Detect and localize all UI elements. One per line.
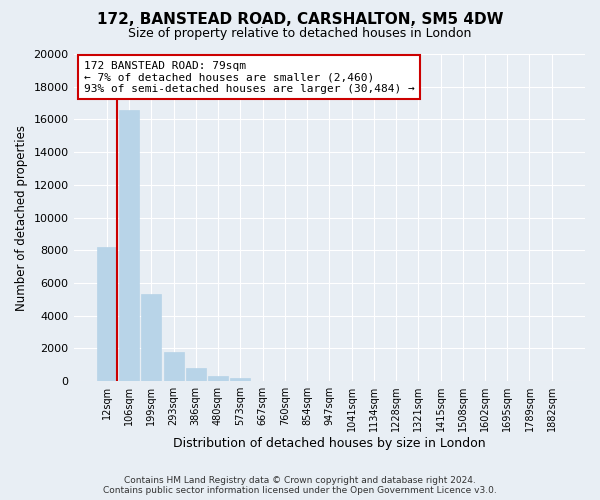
- Text: 172, BANSTEAD ROAD, CARSHALTON, SM5 4DW: 172, BANSTEAD ROAD, CARSHALTON, SM5 4DW: [97, 12, 503, 28]
- X-axis label: Distribution of detached houses by size in London: Distribution of detached houses by size …: [173, 437, 485, 450]
- Bar: [141, 294, 161, 381]
- Bar: [230, 378, 250, 381]
- Bar: [186, 368, 206, 381]
- Text: Contains HM Land Registry data © Crown copyright and database right 2024.
Contai: Contains HM Land Registry data © Crown c…: [103, 476, 497, 495]
- Bar: [164, 352, 184, 381]
- Bar: [97, 247, 117, 381]
- Y-axis label: Number of detached properties: Number of detached properties: [15, 124, 28, 310]
- Text: Size of property relative to detached houses in London: Size of property relative to detached ho…: [128, 28, 472, 40]
- Text: 172 BANSTEAD ROAD: 79sqm
← 7% of detached houses are smaller (2,460)
93% of semi: 172 BANSTEAD ROAD: 79sqm ← 7% of detache…: [84, 60, 415, 94]
- Bar: [119, 110, 139, 381]
- Bar: [208, 376, 228, 381]
